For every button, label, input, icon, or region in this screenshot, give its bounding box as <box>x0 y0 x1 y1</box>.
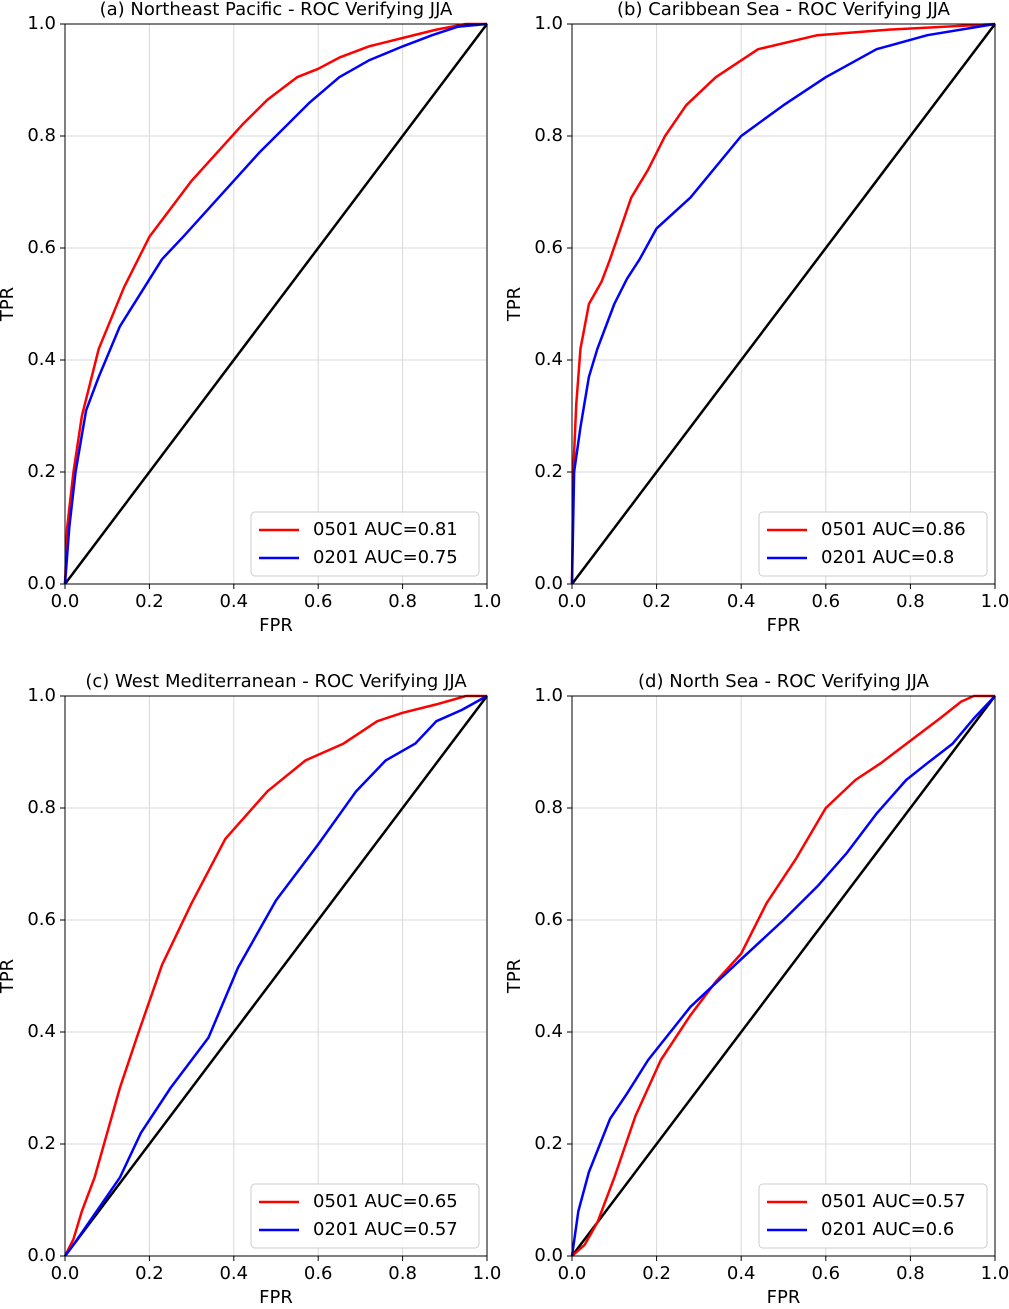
y-tick-label: 0.0 <box>27 1245 56 1266</box>
x-tick-label: 1.0 <box>981 591 1009 612</box>
x-tick-label: 1.0 <box>473 591 502 612</box>
x-tick-label: 0.4 <box>727 591 756 612</box>
y-tick-label: 0.2 <box>534 461 563 482</box>
y-tick-label: 1.0 <box>534 685 563 706</box>
roc-line <box>570 22 996 585</box>
panel: 0.0 0.2 0.4 0.6 0.8 1.0 0.0 0.2 0.4 0.6 0.8 1.0 (d) … <box>504 671 1009 1308</box>
axes-frame <box>571 695 996 1257</box>
x-tick-label: 0.8 <box>896 1263 925 1284</box>
y-axis-label: TPR <box>504 959 525 994</box>
x-tick-label: 1.0 <box>981 1263 1009 1284</box>
diagonal-reference <box>64 23 488 585</box>
diagonal-reference <box>571 23 996 585</box>
axes-frame <box>64 695 488 1257</box>
legend-box <box>758 511 988 577</box>
y-tick-label: 0.8 <box>534 125 563 146</box>
panel: 0.0 0.2 0.4 0.6 0.8 1.0 0.0 0.2 0.4 0.6 0.8 1.0 (b) … <box>504 0 1009 636</box>
x-tick-label: 0.2 <box>135 591 164 612</box>
legend: 0501 AUC=0.86 0201 AUC=0.8 <box>758 511 988 577</box>
x-tick-label: 0.0 <box>51 591 80 612</box>
legend-box <box>250 511 480 577</box>
y-tick-label: 0.8 <box>27 125 56 146</box>
y-tick-label: 0.2 <box>27 1133 56 1154</box>
y-tick-label: 0.2 <box>534 1133 563 1154</box>
chart-title: (b) Caribbean Sea - ROC Verifying JJA <box>617 0 951 20</box>
y-tick-label: 1.0 <box>534 13 563 34</box>
y-tick-label: 0.6 <box>27 909 56 930</box>
legend: 0501 AUC=0.65 0201 AUC=0.57 <box>250 1183 480 1249</box>
x-tick-label: 0.8 <box>388 591 417 612</box>
x-tick-label: 0.6 <box>811 1263 840 1284</box>
roc-line <box>64 694 488 1257</box>
x-tick-label: 0.4 <box>219 1263 248 1284</box>
x-tick-label: 0.0 <box>558 591 587 612</box>
chart-title: (d) North Sea - ROC Verifying JJA <box>638 671 930 692</box>
roc-line <box>570 695 996 1257</box>
x-tick-label: 0.8 <box>388 1263 417 1284</box>
y-tick-label: 0.6 <box>27 237 56 258</box>
y-tick-label: 0.0 <box>534 1245 563 1266</box>
x-tick-label: 0.6 <box>811 591 840 612</box>
roc-line <box>571 694 995 1257</box>
x-tick-label: 0.2 <box>642 591 671 612</box>
x-tick-label: 1.0 <box>473 1263 502 1284</box>
legend: 0501 AUC=0.57 0201 AUC=0.6 <box>758 1183 988 1249</box>
roc-line <box>63 694 487 1257</box>
x-axis-label: FPR <box>767 615 801 636</box>
x-axis-label: FPR <box>767 1287 801 1305</box>
y-tick-label: 0.0 <box>534 573 563 594</box>
y-tick-label: 0.6 <box>534 909 563 930</box>
x-tick-label: 0.6 <box>304 1263 333 1284</box>
legend-label: 0201 AUC=0.57 <box>313 1219 458 1240</box>
chart-title: (a) Northeast Pacific - ROC Verifying JJ… <box>100 0 453 20</box>
x-tick-label: 0.2 <box>135 1263 164 1284</box>
y-tick-label: 0.4 <box>27 349 56 370</box>
diagonal-reference <box>64 695 488 1257</box>
y-tick-label: 0.4 <box>534 349 563 370</box>
x-tick-label: 0.4 <box>219 591 248 612</box>
legend-label: 0201 AUC=0.8 <box>821 547 954 568</box>
y-tick-label: 0.8 <box>534 797 563 818</box>
roc-line <box>63 22 487 585</box>
legend-box <box>758 1183 988 1249</box>
x-tick-label: 0.0 <box>558 1263 587 1284</box>
x-tick-label: 0.4 <box>727 1263 756 1284</box>
y-tick-label: 0.0 <box>27 573 56 594</box>
legend-label: 0501 AUC=0.65 <box>313 1191 458 1212</box>
legend: 0501 AUC=0.81 0201 AUC=0.75 <box>250 511 480 577</box>
y-tick-label: 0.6 <box>534 237 563 258</box>
axes-frame <box>64 23 488 585</box>
y-axis-label: TPR <box>0 287 18 322</box>
legend-label: 0201 AUC=0.6 <box>821 1219 954 1240</box>
y-tick-label: 1.0 <box>27 685 56 706</box>
x-tick-label: 0.6 <box>304 591 333 612</box>
y-tick-label: 0.4 <box>534 1021 563 1042</box>
panel: 0.0 0.2 0.4 0.6 0.8 1.0 0.0 0.2 0.4 0.6 0.8 1.0 (c) … <box>0 671 502 1308</box>
x-tick-label: 0.2 <box>642 1263 671 1284</box>
y-axis-label: TPR <box>0 959 18 994</box>
y-tick-label: 0.4 <box>27 1021 56 1042</box>
x-tick-label: 0.8 <box>896 591 925 612</box>
legend-label: 0201 AUC=0.75 <box>313 547 458 568</box>
x-axis-label: FPR <box>259 1287 293 1305</box>
y-tick-label: 1.0 <box>27 13 56 34</box>
roc-line <box>63 22 488 585</box>
diagonal-reference <box>571 695 996 1257</box>
y-tick-label: 0.2 <box>27 461 56 482</box>
panel: 0.0 0.2 0.4 0.6 0.8 1.0 0.0 0.2 0.4 0.6 0.8 1.0 (a) … <box>0 0 501 636</box>
legend-label: 0501 AUC=0.81 <box>313 519 458 540</box>
chart-title: (c) West Mediterranean - ROC Verifying J… <box>85 671 467 692</box>
y-axis-label: TPR <box>504 287 525 322</box>
legend-label: 0501 AUC=0.57 <box>821 1191 966 1212</box>
roc-line <box>570 22 996 585</box>
legend-label: 0501 AUC=0.86 <box>821 519 966 540</box>
axes-frame <box>571 23 996 585</box>
legend-box <box>250 1183 480 1249</box>
x-tick-label: 0.0 <box>51 1263 80 1284</box>
y-tick-label: 0.8 <box>27 797 56 818</box>
x-axis-label: FPR <box>259 615 293 636</box>
